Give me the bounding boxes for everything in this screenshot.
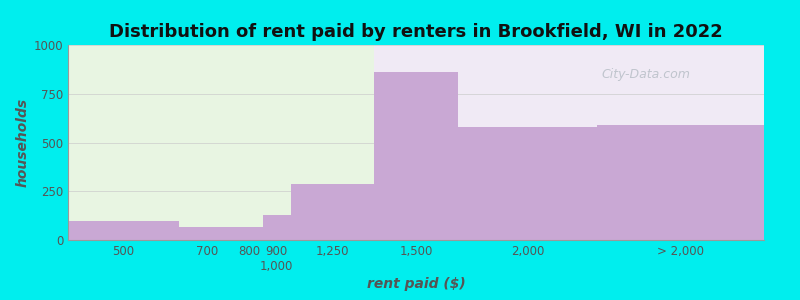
Bar bbox=[235, 227, 263, 240]
Bar bbox=[68, 220, 179, 240]
Bar bbox=[290, 184, 374, 240]
Bar bbox=[68, 45, 374, 240]
X-axis label: rent paid ($): rent paid ($) bbox=[366, 277, 466, 291]
Bar bbox=[374, 45, 764, 240]
Bar bbox=[263, 215, 290, 240]
Text: City-Data.com: City-Data.com bbox=[602, 68, 690, 81]
Bar bbox=[458, 127, 597, 240]
Bar bbox=[179, 227, 235, 240]
Y-axis label: households: households bbox=[15, 98, 30, 187]
Bar bbox=[597, 125, 764, 240]
Bar bbox=[374, 72, 458, 240]
Title: Distribution of rent paid by renters in Brookfield, WI in 2022: Distribution of rent paid by renters in … bbox=[109, 23, 723, 41]
